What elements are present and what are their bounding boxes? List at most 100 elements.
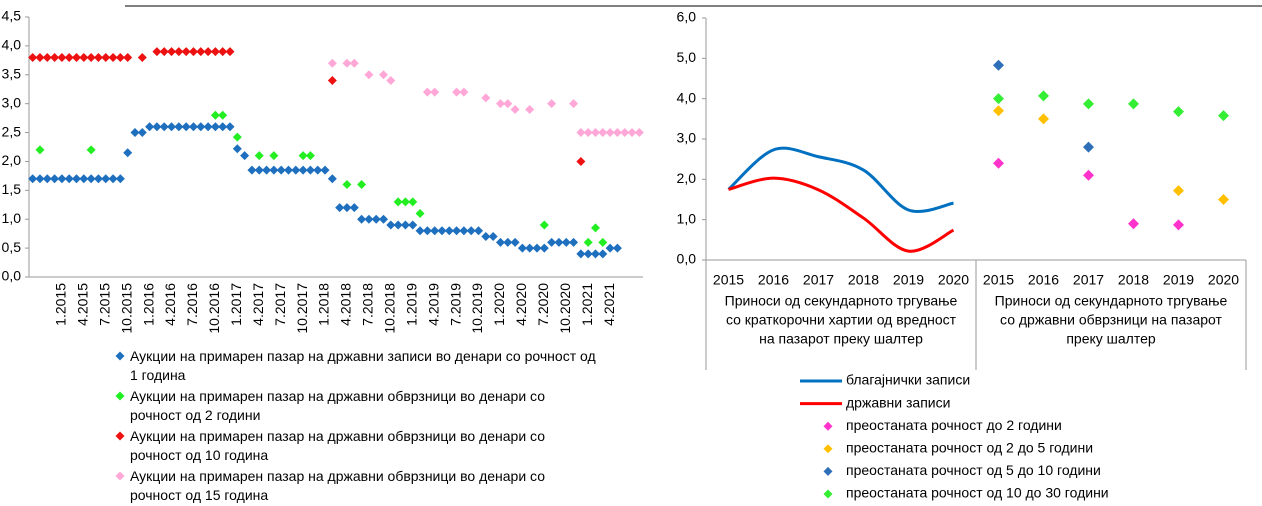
marker	[488, 232, 498, 242]
marker	[583, 128, 593, 138]
marker	[72, 174, 82, 184]
marker	[364, 70, 374, 80]
marker	[28, 174, 38, 184]
marker	[159, 122, 169, 132]
marker	[503, 99, 513, 109]
y-tick-label: 2,5	[2, 123, 22, 139]
marker	[474, 226, 484, 236]
group-label: со краткорочни хартии од вредност	[726, 312, 957, 328]
marker	[254, 151, 264, 161]
marker	[539, 243, 549, 253]
marker	[612, 128, 622, 138]
marker	[408, 220, 418, 230]
y-tick-label: 2,0	[2, 152, 22, 168]
y-tick-label: 3,0	[2, 94, 22, 110]
marker	[590, 223, 600, 233]
marker	[371, 214, 381, 224]
x-tick-label: 2020	[938, 272, 969, 288]
marker	[481, 232, 491, 242]
marker	[57, 52, 67, 62]
x-tick-label: 7.2020	[535, 283, 551, 326]
y-tick-label: 4,5	[2, 8, 22, 24]
marker	[349, 58, 359, 68]
marker	[342, 58, 352, 68]
marker	[349, 203, 359, 213]
marker	[247, 165, 257, 175]
marker	[86, 52, 96, 62]
marker	[583, 249, 593, 259]
marker	[145, 122, 155, 132]
marker	[598, 249, 608, 259]
x-tick-label: 1.2015	[53, 283, 69, 326]
marker	[320, 165, 330, 175]
legend-label: Аукции на примарен пазар на државни запи…	[130, 348, 596, 383]
marker	[210, 47, 220, 57]
y-tick-label: 2,0	[677, 170, 697, 186]
x-tick-label: 2018	[1118, 272, 1149, 288]
marker	[313, 165, 323, 175]
group-label: Приноси од секундарното тргување	[725, 293, 958, 309]
marker	[444, 226, 454, 236]
marker	[210, 122, 220, 132]
marker	[1128, 98, 1139, 110]
x-tick-label: 1.2021	[579, 283, 595, 326]
marker	[181, 122, 191, 132]
marker	[539, 220, 549, 230]
legend-label: преостаната рочност од 10 до 30 години	[846, 485, 1109, 501]
marker	[137, 52, 147, 62]
marker	[993, 59, 1004, 71]
marker	[605, 128, 615, 138]
marker	[335, 203, 345, 213]
marker	[583, 237, 593, 247]
marker	[86, 174, 96, 184]
x-tick-label: 10.2018	[382, 283, 398, 334]
x-tick-label: 10.2017	[294, 283, 310, 334]
x-tick-label: 2018	[848, 272, 879, 288]
marker	[590, 128, 600, 138]
marker	[1038, 113, 1049, 125]
marker	[269, 151, 279, 161]
marker	[993, 105, 1004, 117]
marker	[188, 122, 198, 132]
marker	[93, 52, 103, 62]
marker	[203, 122, 213, 132]
x-tick-label: 2016	[1028, 272, 1059, 288]
marker	[400, 197, 410, 207]
marker	[576, 128, 586, 138]
x-tick-label: 10.2015	[118, 283, 134, 334]
x-tick-label: 10.2020	[557, 283, 573, 334]
legend-marker	[115, 351, 125, 361]
y-tick-label: 0,0	[677, 251, 697, 267]
marker	[283, 165, 293, 175]
x-tick-label: 4.2018	[338, 283, 354, 326]
marker	[634, 128, 644, 138]
marker	[459, 87, 469, 97]
marker	[159, 47, 169, 57]
marker	[93, 174, 103, 184]
marker	[510, 104, 520, 114]
x-tick-label: 7.2016	[184, 283, 200, 326]
x-tick-label: 2017	[1073, 272, 1104, 288]
marker	[342, 203, 352, 213]
marker	[495, 237, 505, 247]
marker	[305, 151, 315, 161]
marker	[28, 52, 38, 62]
marker	[137, 128, 147, 138]
marker	[181, 47, 191, 57]
marker	[152, 122, 162, 132]
marker	[386, 76, 396, 86]
marker	[1128, 218, 1139, 230]
marker	[364, 214, 374, 224]
marker	[590, 249, 600, 259]
x-tick-label: 1.2018	[316, 283, 332, 326]
marker	[123, 148, 133, 158]
legend-marker	[823, 444, 833, 454]
x-tick-label: 1.2019	[403, 283, 419, 326]
y-tick-label: 6,0	[677, 9, 697, 25]
x-tick-label: 2015	[983, 272, 1014, 288]
marker	[569, 99, 579, 109]
marker	[525, 104, 535, 114]
marker	[262, 165, 272, 175]
marker	[466, 226, 476, 236]
marker	[415, 226, 425, 236]
